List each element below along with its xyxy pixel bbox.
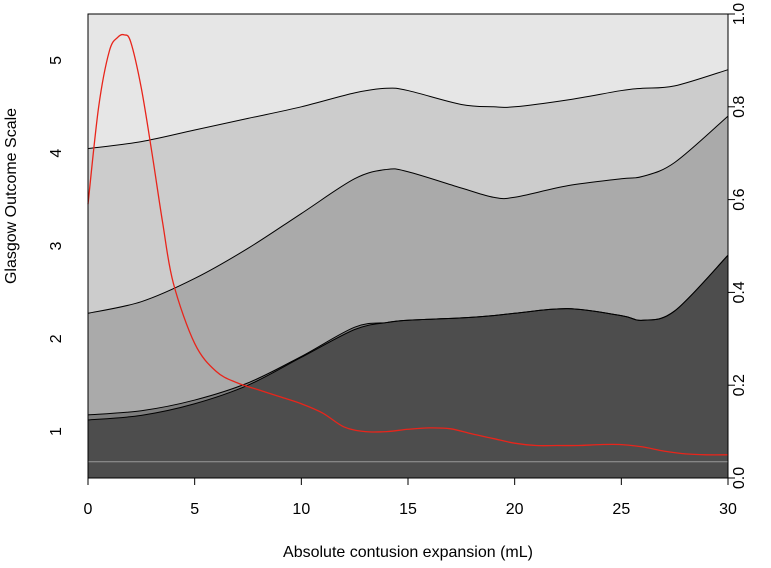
area-band-5 [88,14,728,149]
y-axis-label: Glasgow Outcome Scale [3,108,20,284]
x-tick-label: 0 [84,501,93,518]
x-tick-label: 10 [292,501,310,518]
boundary-line-3 [87,115,729,314]
left-tick-label: 2 [48,334,65,343]
x-tick-label: 25 [612,501,630,518]
boundary-lines [87,69,729,421]
right-axis: 0.0 0.2 0.4 0.6 0.8 1.0 [728,3,748,489]
boundary-line-4 [87,69,729,150]
x-axis-label: Absolute contusion expansion (mL) [283,544,533,561]
right-tick-label: 0.4 [731,281,748,303]
right-tick-label: 0.6 [731,188,748,210]
left-tick-label: 4 [48,149,65,158]
area-band-1 [88,255,728,478]
boundary-line-2 [87,254,729,416]
x-axis: 0 5 10 15 20 25 30 [84,478,737,518]
right-tick-label: 0.8 [731,96,748,118]
left-axis: 1 2 3 4 5 [48,56,65,436]
right-tick-label: 0.0 [731,467,748,489]
area-band-4 [88,69,728,314]
stacked-areas [88,14,728,478]
density-curve [87,33,729,456]
left-tick-label: 5 [48,56,65,65]
x-tick-label: 15 [399,501,417,518]
left-tick-label: 1 [48,427,65,436]
x-tick-label: 5 [190,501,199,518]
x-tick-label: 20 [506,501,524,518]
left-tick-label: 3 [48,241,65,250]
right-tick-label: 0.2 [731,374,748,396]
right-tick-label: 1.0 [731,3,748,25]
area-band-3 [88,116,728,415]
x-tick-label: 30 [719,501,737,518]
